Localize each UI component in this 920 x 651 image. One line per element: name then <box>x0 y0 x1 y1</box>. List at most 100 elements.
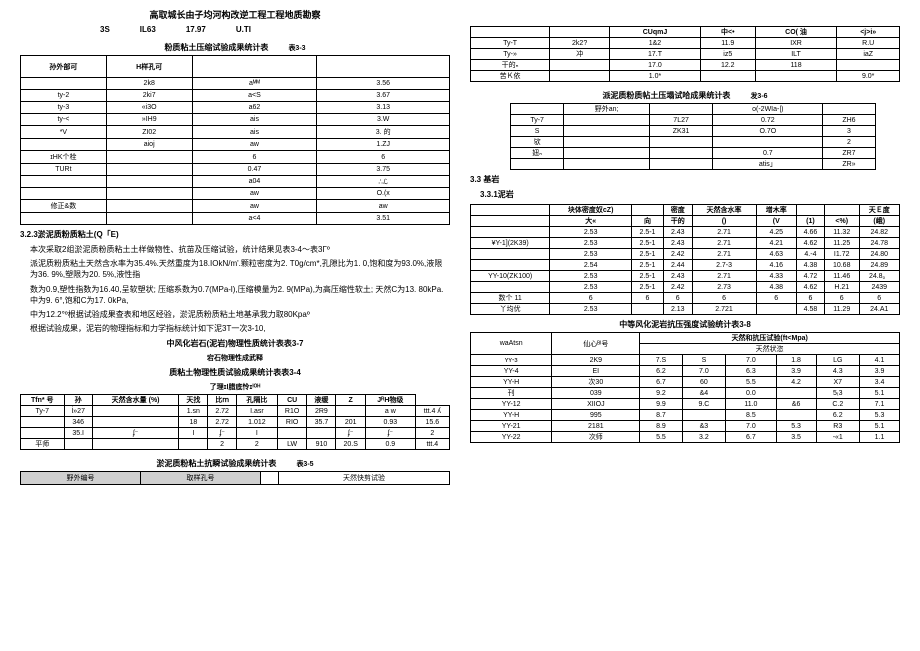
hcell: CUqmJ <box>610 27 701 38</box>
cell: I1.72 <box>824 249 859 260</box>
cell: 2.73 <box>692 282 756 293</box>
cell <box>756 304 796 315</box>
cell: LW <box>277 439 307 450</box>
hcell: () <box>692 216 756 227</box>
cell: 4.72 <box>796 271 824 282</box>
p: 数为0.9,塑性指数为16.40,呈软塑状; 压缩系数为0.7(MPa-l),压… <box>30 284 450 306</box>
table36: 野外an;o(-2WIa-|)Ty-77L270.72ZH6SZK31O.7O3… <box>510 103 876 170</box>
cell: ¥Y-1](2K39) <box>471 238 550 249</box>
cell: 2.44 <box>663 260 692 271</box>
cell: 苦Ｋ依 <box>471 71 550 82</box>
cell <box>92 406 179 417</box>
cell: 4.62 <box>796 238 824 249</box>
cell: 6 <box>859 293 900 304</box>
val: IL63 <box>140 25 156 34</box>
cell: 干的ₙ <box>471 60 550 71</box>
hcell <box>471 27 550 38</box>
cell: 2.5-1 <box>632 238 664 249</box>
top-row: 3S IL63 17.97 U.TI <box>20 25 450 34</box>
cell: 0.7 <box>713 148 823 159</box>
cell: 4.62 <box>796 282 824 293</box>
cell: 1&2 <box>610 38 701 49</box>
cell: 24.78 <box>859 238 900 249</box>
cell <box>755 71 837 82</box>
cell <box>92 439 179 450</box>
hcell <box>796 205 824 216</box>
hcell: 大« <box>550 216 632 227</box>
cell <box>64 439 92 450</box>
cell <box>700 71 755 82</box>
cell <box>649 137 712 148</box>
cell <box>713 137 823 148</box>
hcell: 天Ｅ度 <box>859 205 900 216</box>
cell: 2.43 <box>663 271 692 282</box>
cell <box>564 159 650 170</box>
cell: İ»27 <box>64 406 92 417</box>
cell: 24.82 <box>859 227 900 238</box>
cell: 11.9 <box>700 38 755 49</box>
cell: 6 <box>632 293 664 304</box>
cell: Ty-» <box>471 49 550 60</box>
cell <box>511 159 564 170</box>
hcell: <j>i» <box>837 27 900 38</box>
cell <box>471 249 550 260</box>
cell: ʄ⁻ <box>92 428 179 439</box>
cell: 11.32 <box>824 227 859 238</box>
cell: 4.21 <box>756 238 796 249</box>
cell: a w <box>366 406 416 417</box>
cell: 2.53 <box>550 282 632 293</box>
hcell <box>550 27 610 38</box>
cell: 6 <box>692 293 756 304</box>
cell: I <box>236 428 277 439</box>
cell: 2R9 <box>307 406 336 417</box>
p: 本次采取2组淤泥质粉质粘土土样做物性、抗苗及压缩试验，统计结果见表3-4～表3Γ… <box>30 244 450 255</box>
cell: 2.5-1 <box>632 227 664 238</box>
cell: 6 <box>663 293 692 304</box>
cell: 12.2 <box>700 60 755 71</box>
cell: R.U <box>837 38 900 49</box>
cell: 18 <box>179 417 208 428</box>
cell: ʄ⁻ <box>366 428 416 439</box>
cell: iz5 <box>700 49 755 60</box>
cell: 2.72 <box>208 417 237 428</box>
cell: 0.93 <box>366 417 416 428</box>
table33: 孙外部可H样孔可2k8aᴹᴹ3.56ty-22ki7a<S3.67ty-3«i3… <box>20 55 450 225</box>
cell: Ty-7 <box>21 406 65 417</box>
cell: 24.A1 <box>859 304 900 315</box>
cell: 野外编号 <box>21 472 141 485</box>
cell: 2.42 <box>663 249 692 260</box>
cell <box>179 439 208 450</box>
hcell: (峨) <box>859 216 900 227</box>
cell: 2.5-1 <box>632 282 664 293</box>
cell <box>471 282 550 293</box>
cell <box>307 428 336 439</box>
cell <box>564 115 650 126</box>
cell: 2.43 <box>663 227 692 238</box>
cell: 2 <box>208 439 237 450</box>
cell: 2.5-1 <box>632 260 664 271</box>
cell: 欤 <box>511 137 564 148</box>
hcell: 向 <box>632 216 664 227</box>
p: 中为12.2°º根据试验成果查表和地区经验，淤泥质粉质粘土地基承我力取80Kpa… <box>30 309 450 320</box>
cell: Ty-7 <box>511 115 564 126</box>
cell: 2.72 <box>208 406 237 417</box>
tbl37-title: 中风化岩石(泥岩)物理性质统计表表3-7 <box>20 338 450 349</box>
sect323: 3.2.3淤泥质粉质粘土(Q「E) <box>20 229 450 240</box>
cell: ttt.4 ʎ <box>415 406 449 417</box>
hcell: 天找 <box>179 395 208 406</box>
hcell: (1) <box>796 216 824 227</box>
cell: 3 <box>823 126 875 137</box>
val: 3S <box>100 25 110 34</box>
cell: 35.I <box>64 428 92 439</box>
cell: 1.0* <box>610 71 701 82</box>
hcell: 比ⅿ <box>208 395 237 406</box>
cell: ZR7 <box>823 148 875 159</box>
tbl33-title: 粉质粘土压缩试验成果统计表 <box>164 42 268 53</box>
hcell: 干的 <box>663 216 692 227</box>
cell <box>260 472 278 485</box>
cell: 0.72 <box>713 115 823 126</box>
cell <box>21 417 65 428</box>
cell: RIO <box>277 417 307 428</box>
cell: ʄ⁻ <box>208 428 237 439</box>
cell: 2.721 <box>692 304 756 315</box>
